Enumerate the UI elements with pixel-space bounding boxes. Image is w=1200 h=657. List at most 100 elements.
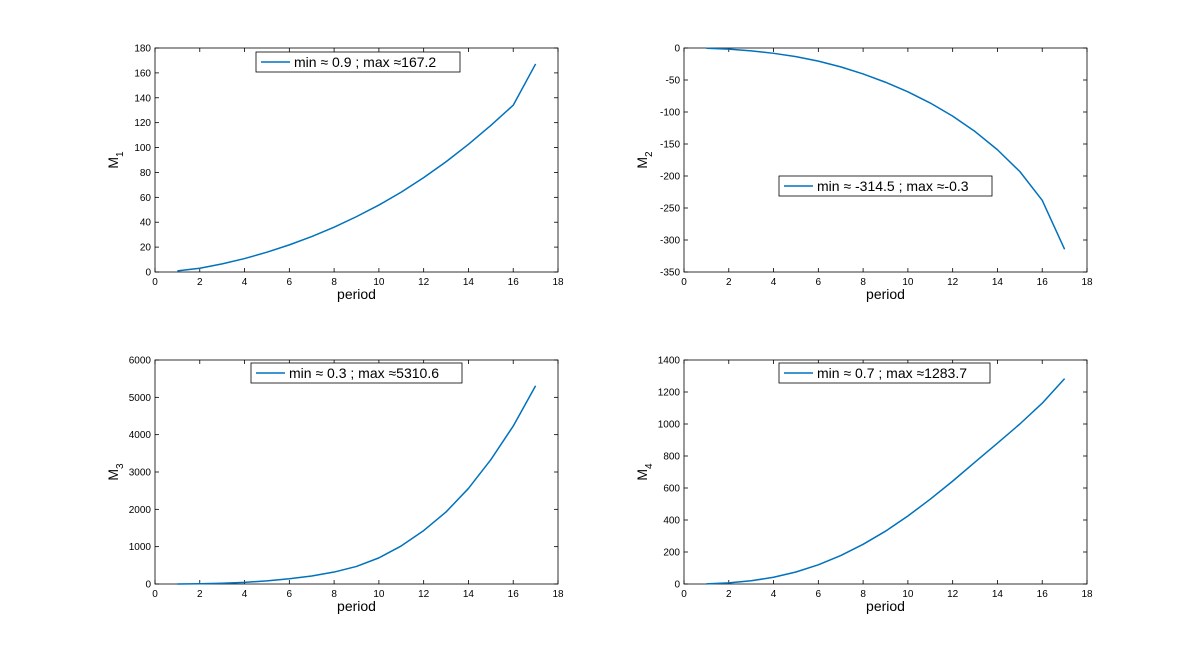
subplot-3: 0 2 4 6 8 10 12 14 16 18 0 1000 2000 3000 4000 5000 6000… <box>105 356 564 615</box>
x-tick-label: 18 <box>552 277 564 288</box>
x-tick-label: 8 <box>860 589 866 600</box>
x-tick-label: 2 <box>726 589 732 600</box>
legend-box <box>778 175 993 197</box>
y-tick-label: 20 <box>140 243 152 254</box>
y-tick-label: 800 <box>663 452 680 463</box>
x-tick-label: 14 <box>463 277 475 288</box>
x-tick-label: 2 <box>726 277 732 288</box>
legend-box <box>778 362 991 384</box>
y-tick-label: 1000 <box>129 542 152 553</box>
y-tick-label: 0 <box>145 268 151 279</box>
y-tick-label: -300 <box>660 236 680 247</box>
x-tick-label: 16 <box>1037 277 1049 288</box>
y-tick-label: 5000 <box>129 393 152 404</box>
x-axis-label: period <box>866 286 905 302</box>
y-tick-label: 400 <box>663 516 680 527</box>
x-tick-label: 14 <box>992 277 1004 288</box>
x-tick-label: 10 <box>902 277 914 288</box>
x-tick-label: 18 <box>1081 277 1093 288</box>
y-tick-label: 0 <box>145 580 151 591</box>
legend: min ≈ 0.9 ; max ≈167.2 <box>255 51 461 73</box>
series-line-1 <box>177 385 537 585</box>
y-tick-label: 6000 <box>129 356 152 367</box>
y-tick-label: 60 <box>140 193 152 204</box>
subplot-2: 0 2 4 6 8 10 12 14 16 18 -350 -300 -250 -200 -150 -100 -… <box>634 44 1093 303</box>
x-tick-label: 0 <box>152 589 158 600</box>
y-axis-label: M4 <box>634 463 655 481</box>
x-tick-label: 8 <box>331 277 337 288</box>
y-tick-label: -350 <box>660 268 680 279</box>
subplot-1: 0 2 4 6 8 10 12 14 16 18020406080100120140160180p… <box>105 44 564 303</box>
x-tick-label: 4 <box>242 589 248 600</box>
y-tick-label: 0 <box>674 44 680 55</box>
x-tick-label: 4 <box>771 277 777 288</box>
legend-entry: min ≈ 0.3 ; max ≈5310.6 <box>289 365 439 381</box>
x-tick-label: 2 <box>197 589 203 600</box>
x-tick-label: 6 <box>816 277 822 288</box>
y-tick-label: 180 <box>134 44 151 55</box>
x-tick-label: 12 <box>418 589 430 600</box>
x-axis-label: period <box>337 286 376 302</box>
x-tick-label: 0 <box>681 589 687 600</box>
y-tick-label: 160 <box>134 68 151 79</box>
axes-box <box>154 47 559 273</box>
x-tick-label: 6 <box>287 277 293 288</box>
legend-box <box>255 51 461 73</box>
x-tick-label: 6 <box>287 589 293 600</box>
x-tick-label: 0 <box>152 277 158 288</box>
x-axis-label: period <box>866 598 905 614</box>
x-tick-label: 14 <box>992 589 1004 600</box>
x-tick-label: 16 <box>1037 589 1049 600</box>
x-axis-label: period <box>337 598 376 614</box>
y-tick-label: -50 <box>666 76 681 87</box>
legend: min ≈ -314.5 ; max ≈-0.3 <box>778 175 993 197</box>
axes-box <box>683 359 1088 585</box>
legend-box <box>250 362 463 384</box>
y-axis-label: M1 <box>105 151 126 169</box>
x-tick-label: 16 <box>508 589 520 600</box>
x-tick-label: 4 <box>242 277 248 288</box>
y-tick-label: 1200 <box>658 388 681 399</box>
subplot-4: 0 2 4 6 8 10 12 14 16 18 0 200 400 600 800 1000 1200 1400… <box>634 356 1093 615</box>
x-tick-label: 10 <box>373 589 385 600</box>
y-tick-label: -250 <box>660 204 680 215</box>
x-tick-label: 0 <box>681 277 687 288</box>
y-tick-label: -200 <box>660 172 680 183</box>
x-tick-label: 12 <box>947 277 959 288</box>
x-tick-label: 18 <box>552 589 564 600</box>
x-tick-label: 10 <box>373 277 385 288</box>
y-tick-label: 2000 <box>129 505 152 516</box>
x-tick-label: 14 <box>463 589 475 600</box>
x-tick-label: 4 <box>771 589 777 600</box>
y-tick-label: 120 <box>134 118 151 129</box>
x-tick-label: 10 <box>902 589 914 600</box>
x-tick-label: 12 <box>947 589 959 600</box>
y-tick-label: 1400 <box>658 356 681 367</box>
y-axis-label: M2 <box>634 151 655 169</box>
y-tick-label: 0 <box>674 580 680 591</box>
axes-box <box>683 47 1088 273</box>
y-axis-label: M3 <box>105 463 126 481</box>
x-tick-label: 6 <box>816 589 822 600</box>
axes-box <box>154 359 559 585</box>
legend: min ≈ 0.7 ; max ≈1283.7 <box>778 362 991 384</box>
legend-entry: min ≈ -314.5 ; max ≈-0.3 <box>817 178 969 194</box>
y-tick-label: -150 <box>660 140 680 151</box>
y-tick-label: -100 <box>660 108 680 119</box>
series-line-1 <box>177 63 537 272</box>
series-line-1 <box>706 47 1066 250</box>
y-tick-label: 600 <box>663 484 680 495</box>
x-tick-label: 8 <box>860 277 866 288</box>
y-tick-label: 40 <box>140 218 152 229</box>
x-tick-label: 12 <box>418 277 430 288</box>
x-tick-label: 16 <box>508 277 520 288</box>
legend-entry: min ≈ 0.9 ; max ≈167.2 <box>294 54 436 70</box>
legend: min ≈ 0.3 ; max ≈5310.6 <box>250 362 463 384</box>
y-tick-label: 4000 <box>129 430 152 441</box>
y-tick-label: 3000 <box>129 468 152 479</box>
series-line-1 <box>706 378 1066 585</box>
y-tick-label: 200 <box>663 548 680 559</box>
y-tick-label: 1000 <box>658 420 681 431</box>
legend-entry: min ≈ 0.7 ; max ≈1283.7 <box>817 365 967 381</box>
